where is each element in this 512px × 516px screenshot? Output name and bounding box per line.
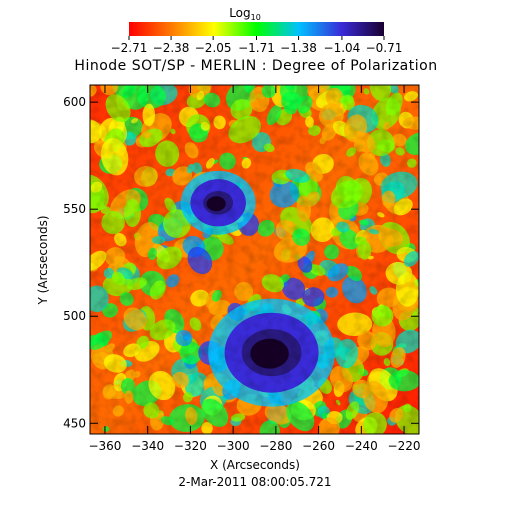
x-tick-label: −320	[174, 439, 207, 453]
x-tick-label: −280	[259, 439, 292, 453]
colorbar-tick-label: −1.38	[280, 41, 317, 55]
y-tick-label: 450	[63, 416, 86, 430]
plot-frame	[89, 84, 420, 435]
y-tick-label: 550	[63, 202, 86, 216]
heatmap-image	[90, 85, 419, 434]
chart-title: Hinode SOT/SP - MERLIN : Degree of Polar…	[74, 58, 437, 74]
y-tick-label: 500	[63, 309, 86, 323]
colorbar-tick-label: −0.71	[366, 41, 403, 55]
colorbar-tick-label: −1.04	[324, 41, 361, 55]
y-tick-label: 600	[63, 95, 86, 109]
colorbar-label-main: Log	[229, 6, 250, 20]
x-tick-label: −300	[217, 439, 250, 453]
y-axis-label: Y (Arcseconds)	[36, 215, 50, 305]
colorbar-ticks: −2.71 −2.38 −2.05 −1.71 −1.38 −1.04 −0.71	[111, 36, 403, 55]
colorbar-tick-label: −2.05	[195, 41, 232, 55]
x-axis-label: X (Arcseconds)	[210, 458, 300, 472]
x-tick-label: −340	[131, 439, 164, 453]
x-tick-label: −260	[302, 439, 335, 453]
x-tick-label: −220	[388, 439, 421, 453]
colorbar-label-sub: 10	[251, 13, 261, 22]
x-tick-label: −240	[345, 439, 378, 453]
x-axis-ticks: −360 −340 −320 −300 −280 −260 −240 −220	[88, 85, 421, 453]
colorbar-gradient	[129, 22, 384, 36]
colorbar-tick-label: −2.38	[153, 41, 190, 55]
heatmap-texture	[90, 85, 419, 434]
colorbar-tick-label: −1.71	[238, 41, 275, 55]
colorbar: Log10 −2.71 −2.38 −2.05 −1.71 −1.38 −1.04 −0.7…	[111, 6, 403, 55]
x-tick-label: −360	[88, 439, 121, 453]
colorbar-label: Log10	[229, 6, 261, 22]
colorbar-tick-label: −2.71	[111, 41, 148, 55]
timestamp: 2-Mar-2011 08:00:05.721	[178, 475, 331, 489]
y-axis-ticks: 450 500 550 600	[63, 95, 419, 430]
